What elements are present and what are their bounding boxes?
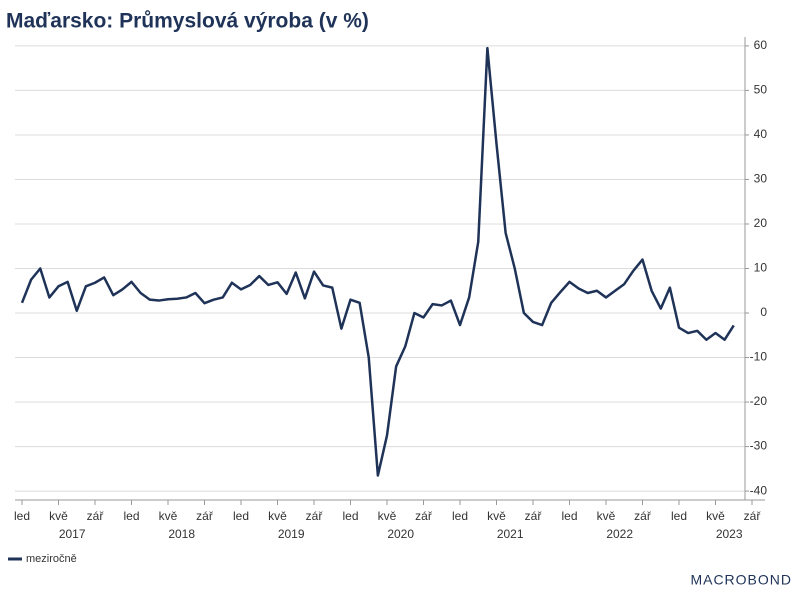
year-label: 2017 (59, 527, 86, 541)
y-tick-label: 30 (754, 172, 768, 186)
y-tick-label: -20 (750, 394, 768, 408)
x-tick-label: kvě (487, 509, 506, 523)
data-line (20, 46, 735, 477)
x-tick-label: kvě (597, 509, 616, 523)
x-tick-label: kvě (49, 509, 68, 523)
y-tick-label: 40 (754, 127, 768, 141)
y-tick-label: -40 (750, 483, 768, 497)
x-tick-label: kvě (268, 509, 287, 523)
x-tick-label: led (123, 509, 139, 523)
y-tick-label: -10 (750, 350, 768, 364)
year-label: 2019 (278, 527, 305, 541)
x-tick-label: zář (87, 509, 105, 523)
x-tick-label: led (233, 509, 249, 523)
year-label: 2022 (606, 527, 633, 541)
legend-label: meziročně (26, 553, 77, 565)
y-tick-label: 20 (754, 216, 768, 230)
x-tick-label: led (671, 509, 687, 523)
year-label: 2023 (716, 527, 743, 541)
x-tick-label: zář (415, 509, 433, 523)
year-label: 2020 (387, 527, 414, 541)
x-tick-label: zář (196, 509, 214, 523)
y-tick-label: -30 (750, 439, 768, 453)
y-tick-label: 10 (754, 261, 768, 275)
x-tick-label: kvě (378, 509, 397, 523)
x-tick-label: zář (525, 509, 543, 523)
y-tick-label: 0 (760, 305, 767, 319)
x-tick-label: led (452, 509, 468, 523)
year-label: 2018 (168, 527, 195, 541)
x-tick-label: zář (634, 509, 652, 523)
x-tick-label: zář (744, 509, 762, 523)
x-tick-label: kvě (706, 509, 725, 523)
year-label: 2021 (497, 527, 524, 541)
chart-title: Maďarsko: Průmyslová výroba (v %) (6, 10, 369, 33)
x-tick-label: kvě (159, 509, 178, 523)
y-tick-label: 50 (754, 83, 768, 97)
x-tick-label: led (342, 509, 358, 523)
x-tick-label: led (561, 509, 577, 523)
x-tick-label: zář (306, 509, 324, 523)
logo: MACROBOND (690, 572, 792, 588)
y-tick-label: 60 (754, 38, 768, 52)
x-tick-label: led (14, 509, 30, 523)
